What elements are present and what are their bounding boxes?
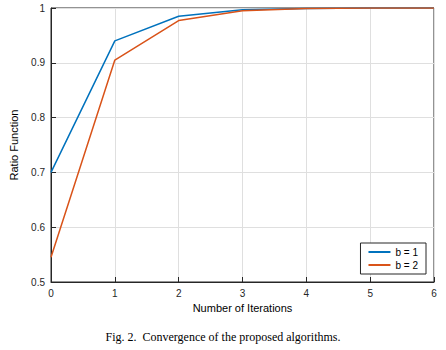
svg-text:1: 1 bbox=[39, 3, 45, 14]
svg-text:6: 6 bbox=[431, 288, 437, 299]
svg-text:2: 2 bbox=[176, 288, 182, 299]
svg-text:b = 1: b = 1 bbox=[395, 247, 418, 258]
svg-text:b = 2: b = 2 bbox=[395, 260, 418, 271]
svg-text:Fig. 2. Convergence of the pr: Fig. 2. Convergence of the proposed algo… bbox=[105, 330, 340, 344]
svg-text:0.8: 0.8 bbox=[31, 112, 45, 123]
svg-text:0.5: 0.5 bbox=[31, 277, 45, 288]
svg-text:0.6: 0.6 bbox=[31, 222, 45, 233]
svg-text:0.7: 0.7 bbox=[31, 167, 45, 178]
svg-text:5: 5 bbox=[367, 288, 373, 299]
svg-text:1: 1 bbox=[112, 288, 118, 299]
svg-text:Ratio Function: Ratio Function bbox=[8, 110, 20, 181]
svg-text:4: 4 bbox=[304, 288, 310, 299]
svg-text:3: 3 bbox=[240, 288, 246, 299]
svg-text:0: 0 bbox=[48, 288, 54, 299]
svg-text:Number of Iterations: Number of Iterations bbox=[193, 302, 293, 314]
svg-text:0.9: 0.9 bbox=[31, 57, 45, 68]
